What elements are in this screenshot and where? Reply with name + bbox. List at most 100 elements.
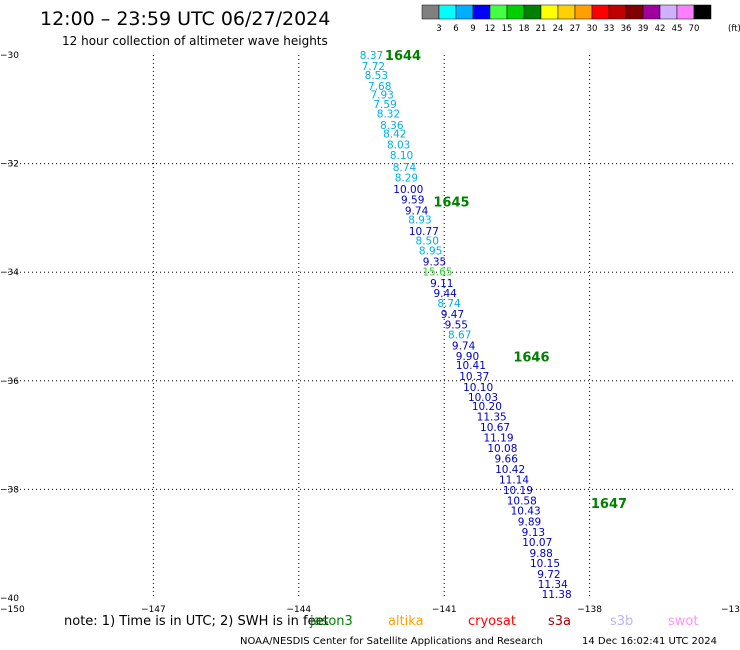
- wave-height-label: 11.14: [499, 475, 529, 487]
- wave-height-label: 10.10: [463, 382, 493, 394]
- colorbar-label: 33: [604, 24, 615, 34]
- wave-height-label: 9.88: [529, 548, 552, 560]
- wave-height-label: 8.74: [437, 298, 461, 310]
- wave-height-label: 8.53: [365, 70, 388, 82]
- wave-height-label: 10.37: [459, 371, 489, 383]
- wave-height-label: 7.72: [362, 61, 385, 73]
- y-axis: −30 −32 −34 −36 −38 −40: [0, 51, 19, 604]
- wave-height-label: 8.93: [408, 215, 431, 227]
- y-tick-label: −38: [0, 485, 19, 495]
- pass-marker-label: 1647: [591, 497, 627, 512]
- wave-height-label: 9.44: [433, 288, 457, 300]
- colorbar-swatch: [472, 4, 491, 20]
- wave-height-label: 8.03: [387, 140, 410, 152]
- pass-marker-label: 1644: [385, 49, 421, 64]
- x-axis: −150 −147 −144 −141 −138 −13: [0, 605, 740, 615]
- colorbar-label: 39: [638, 24, 649, 34]
- wave-height-label: 8.32: [377, 109, 400, 121]
- wave-height-label: 10.67: [480, 422, 510, 434]
- wave-height-label: 8.36: [380, 120, 404, 132]
- satellite-legend-altika: altika: [388, 614, 424, 629]
- wave-height-label: 10.07: [522, 537, 552, 549]
- x-tick-label: −141: [432, 605, 457, 615]
- wave-height-label: 9.90: [456, 351, 479, 363]
- colorbar-label: 6: [453, 24, 458, 34]
- colorbar-swatch: [574, 4, 593, 20]
- colorbar-label: 18: [519, 24, 530, 34]
- wave-height-label: 9.55: [445, 319, 468, 331]
- colorbar-label: 12: [485, 24, 496, 34]
- wave-height-label: 10.00: [393, 184, 423, 196]
- y-tick-label: −30: [0, 51, 19, 61]
- x-tick-label: −144: [286, 605, 311, 615]
- pass-marker-label: 1645: [433, 196, 469, 211]
- wave-height-label: 11.34: [538, 579, 568, 591]
- y-tick-label: −36: [0, 377, 19, 387]
- wave-height-label: 10.15: [530, 558, 560, 570]
- colorbar-label: 3: [436, 24, 441, 34]
- colorbar-label: 30: [587, 24, 598, 34]
- wave-height-label: 9.66: [495, 453, 519, 465]
- colorbar-label: 36: [621, 24, 632, 34]
- wave-height-label: 8.29: [395, 173, 418, 185]
- wave-height-label: 9.13: [522, 527, 545, 539]
- wave-height-label: 10.20: [472, 401, 502, 413]
- colorbar-swatch: [642, 4, 661, 20]
- wave-height-label: 7.93: [370, 90, 393, 102]
- wave-height-label: 9.74: [452, 341, 476, 353]
- wave-height-label: 8.95: [419, 245, 442, 257]
- wave-height-labels: 8.377.728.537.687.937.598.328.368.428.03…: [360, 50, 572, 601]
- colorbar-swatch: [421, 4, 440, 20]
- chart-subtitle: 12 hour collection of altimeter wave hei…: [62, 34, 328, 48]
- colorbar-label: 9: [470, 24, 475, 34]
- satellite-legend-swot: swot: [668, 614, 698, 629]
- wave-height-label: 9.59: [401, 194, 424, 206]
- wave-height-label: 11.38: [542, 589, 572, 601]
- wave-height-label: 10.41: [456, 360, 486, 372]
- grid: [8, 55, 735, 598]
- wave-height-label: 10.03: [468, 392, 498, 404]
- colorbar-label: 27: [570, 24, 581, 34]
- colorbar-swatch: [489, 4, 508, 20]
- colorbar-swatch: [659, 4, 678, 20]
- colorbar-label: 15: [502, 24, 513, 34]
- wave-height-label: 11.35: [477, 412, 507, 424]
- satellite-legend: jason3 altika cryosat s3a s3b swot: [309, 614, 698, 629]
- wave-height-label: 10.42: [495, 464, 525, 476]
- colorbar-label: 21: [536, 24, 547, 34]
- wave-height-label: 9.72: [537, 569, 560, 581]
- wave-height-label: 10.08: [487, 443, 517, 455]
- wave-height-label: 9.11: [430, 278, 453, 290]
- satellite-legend-s3a: s3a: [548, 614, 571, 629]
- y-tick-label: −40: [0, 594, 19, 604]
- colorbar-swatch: [693, 4, 712, 20]
- pass-markers: 1644 1645 1646 1647: [385, 49, 627, 512]
- colorbar-swatch: [455, 4, 474, 20]
- x-tick-label: −13: [721, 605, 740, 615]
- y-tick-label: −34: [0, 268, 19, 278]
- colorbar-swatch: [625, 4, 644, 20]
- wave-height-label: 9.74: [405, 205, 429, 217]
- colorbar-swatch: [608, 4, 627, 20]
- wave-height-label: 8.50: [416, 236, 439, 248]
- wave-height-label: 8.10: [390, 150, 413, 162]
- footer-credit: NOAA/NESDIS Center for Satellite Applica…: [240, 636, 543, 647]
- colorbar-label: 45: [672, 24, 683, 34]
- colorbar-swatch: [540, 4, 559, 20]
- colorbar-swatch: [676, 4, 695, 20]
- satellite-legend-s3b: s3b: [610, 614, 633, 629]
- wave-height-label: 10.77: [409, 226, 439, 238]
- wave-height-label: 8.67: [448, 330, 471, 342]
- wave-height-label: 10.58: [507, 495, 537, 507]
- x-tick-label: −138: [577, 605, 602, 615]
- colorbar-swatch: [438, 4, 457, 20]
- colorbar-swatch: [557, 4, 576, 20]
- wave-height-label: 7.59: [373, 99, 396, 111]
- wave-height-label: 8.37: [360, 50, 383, 62]
- wave-height-label: 10.43: [511, 506, 541, 518]
- colorbar: 3 6 9 12 15 18 21 24 27 30 33 36 39 42 45 70 (ft): [421, 4, 740, 34]
- colorbar-unit: (ft): [728, 24, 740, 34]
- colorbar-label: 70: [689, 24, 700, 34]
- y-tick-label: −32: [0, 160, 19, 170]
